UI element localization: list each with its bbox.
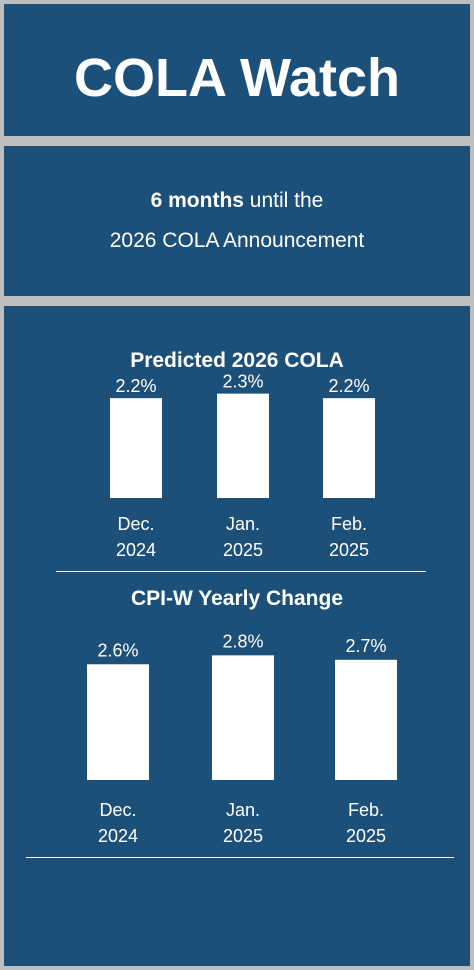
data-label: 2.7% [345,636,386,656]
bar [217,393,269,498]
bar [323,398,375,498]
data-label: 2.6% [97,640,138,660]
separator-bar [0,296,474,306]
category-label: 2025 [329,540,369,560]
category-label: 2025 [223,540,263,560]
cpiw-chart: 2.6% Dec. 2024 2.8% Jan. 2025 2.7% Feb. 2025 [87,631,397,846]
data-label: 2.3% [222,372,263,392]
data-label: 2.2% [115,376,156,396]
separator-bar [0,136,474,146]
bar [212,655,274,780]
data-label: 2.8% [222,631,263,651]
category-label: Dec. [99,800,136,820]
chart-divider [56,571,426,572]
category-label: Jan. [226,514,260,534]
countdown-panel: 6 months until the 2026 COLA Announcemen… [6,146,468,296]
category-label: 2024 [116,540,156,560]
category-label: Feb. [331,514,367,534]
data-label: 2.2% [328,376,369,396]
countdown-months: 6 months [150,189,244,212]
bar [110,398,162,498]
chart-title-cpiw: CPI-W Yearly Change [130,587,343,610]
category-label: 2025 [346,826,386,846]
category-label: 2025 [223,826,263,846]
title-panel: COLA Watch [6,8,468,136]
countdown-announcement: 2026 COLA Announcement [109,229,365,252]
category-label: Dec. [117,514,154,534]
category-label: 2024 [98,826,138,846]
bar [87,664,149,780]
chart-divider [26,857,454,858]
predicted-cola-chart: 2.2% Dec. 2024 2.3% Jan. 2025 2.2% Feb. 2025 [110,372,375,560]
page-title: COLA Watch [74,48,400,108]
category-label: Feb. [348,800,384,820]
category-label: Jan. [226,800,260,820]
countdown-suffix: until the [243,189,324,212]
bar [335,659,397,780]
chart-title-predicted-cola: Predicted 2026 COLA [130,349,344,372]
countdown-line: 6 months until the [6,188,468,214]
